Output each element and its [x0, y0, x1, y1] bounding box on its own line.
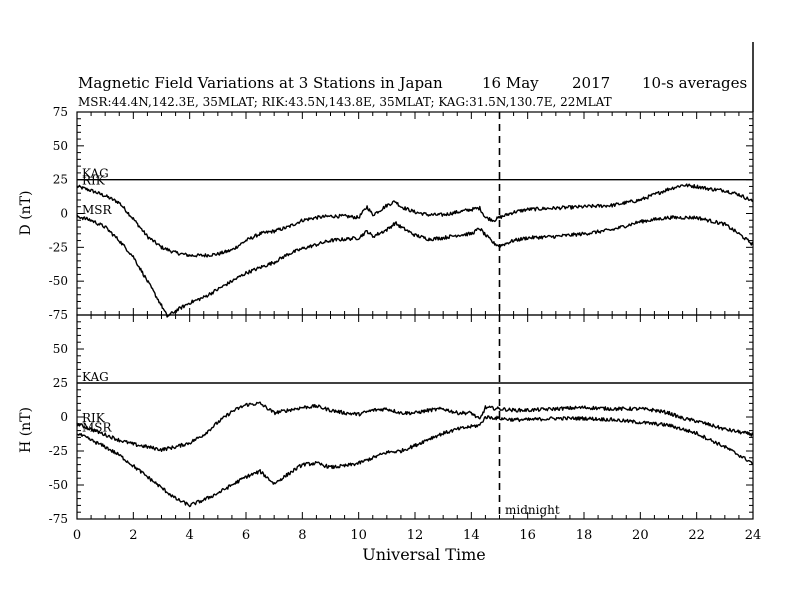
- x-tick-label: 20: [632, 528, 649, 543]
- d-ytick-label: 75: [53, 105, 68, 119]
- h-ytick-label: -25: [49, 444, 68, 458]
- d-ytick-label: -75: [49, 308, 68, 322]
- x-tick-label: 8: [298, 528, 306, 543]
- d-series-rik: [76, 183, 753, 258]
- d-ytick-label: 25: [53, 173, 68, 187]
- h-ytick-label: 25: [53, 376, 68, 390]
- x-tick-label: 24: [745, 528, 762, 543]
- stations-info: MSR:44.4N,142.3E, 35MLAT; RIK:43.5N,143.…: [78, 95, 612, 109]
- d-series-label-msr: MSR: [82, 203, 113, 217]
- midnight-label: midnight: [505, 503, 560, 517]
- chart-date: 16 May: [482, 74, 539, 92]
- x-tick-label: 10: [350, 528, 367, 543]
- h-series-label-rik: RIK: [82, 411, 106, 425]
- x-tick-label: 18: [576, 528, 593, 543]
- h-ytick-label: -50: [49, 478, 68, 492]
- h-panel-frame: [76, 314, 754, 520]
- d-axis-label: D (nT): [18, 191, 34, 236]
- x-tick-label: 12: [407, 528, 424, 543]
- h-ytick-label: -75: [49, 512, 68, 526]
- x-tick-label: 22: [688, 528, 705, 543]
- chart-averaging: 10-s averages: [642, 74, 747, 92]
- x-tick-label: 14: [463, 528, 480, 543]
- d-ytick-label: -50: [49, 274, 68, 288]
- d-series-msr: [76, 214, 754, 318]
- d-series-label-rik: RIK: [82, 173, 106, 187]
- d-series-label-kag: KAG: [82, 167, 109, 181]
- d-ytick-label: -25: [49, 240, 68, 254]
- x-tick-label: 2: [129, 528, 137, 543]
- x-tick-label: 16: [519, 528, 536, 543]
- x-axis-label: Universal Time: [362, 545, 485, 564]
- h-axis-label: H (nT): [18, 407, 34, 453]
- d-ytick-label: 0: [60, 207, 68, 221]
- chart-title: Magnetic Field Variations at 3 Stations …: [78, 74, 443, 92]
- x-tick-label: 4: [186, 528, 194, 543]
- h-series-msr: [76, 415, 754, 508]
- h-series-label-kag: KAG: [82, 370, 109, 384]
- d-ytick-label: 50: [53, 139, 68, 153]
- h-series-rik: [76, 401, 754, 452]
- plot-layer: 7550250-25-50-75KAGRIKMSR50250-25-50-750…: [49, 105, 762, 543]
- chart-year: 2017: [572, 74, 610, 92]
- x-tick-label: 0: [73, 528, 81, 543]
- h-ytick-label: 0: [60, 410, 68, 424]
- x-tick-label: 6: [242, 528, 250, 543]
- h-series-label-msr: MSR: [82, 420, 113, 434]
- h-ytick-label: 50: [53, 342, 68, 356]
